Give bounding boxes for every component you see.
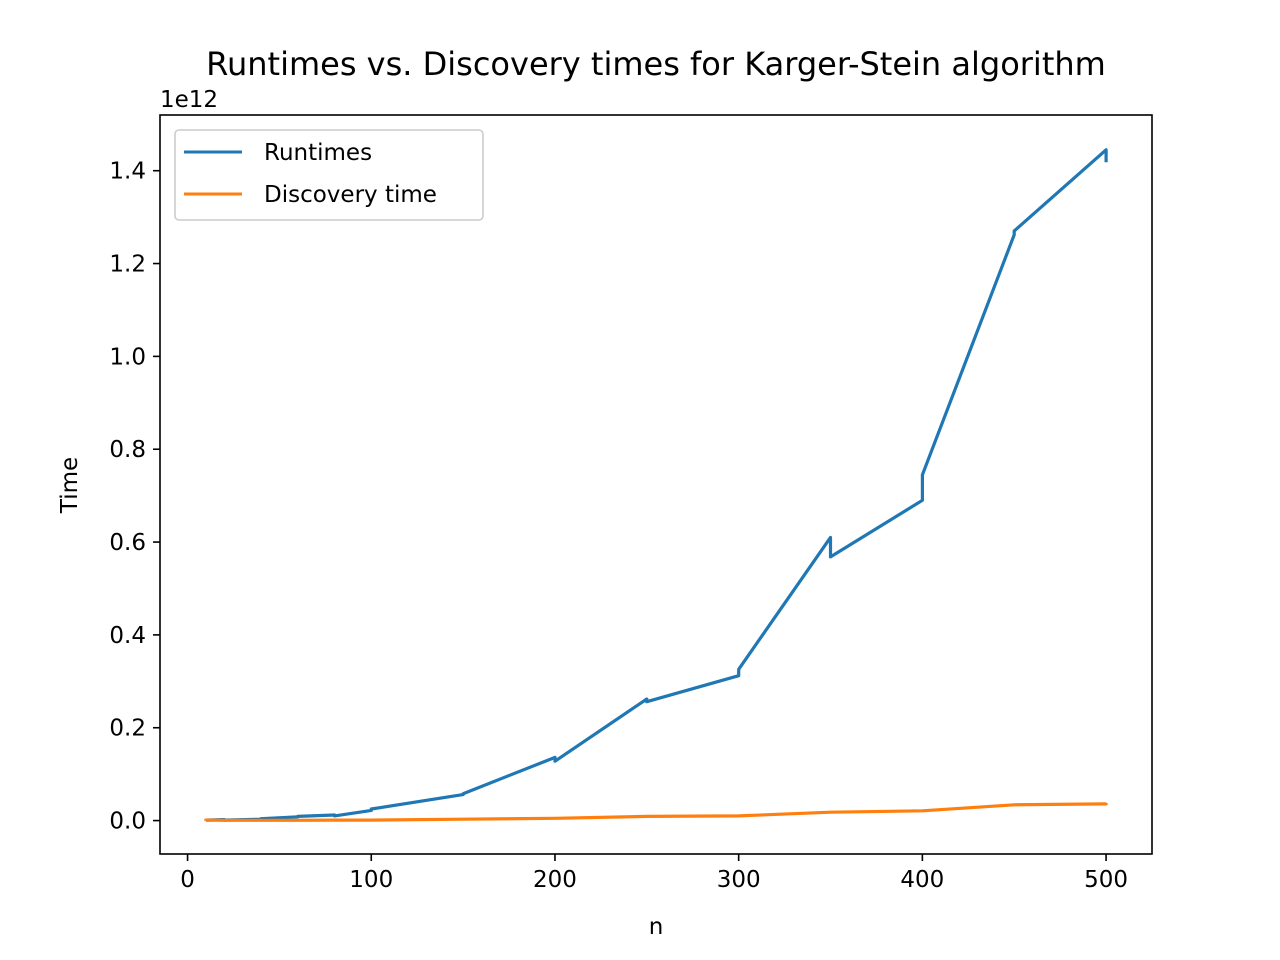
legend-box [174,129,484,221]
chart-title: Runtimes vs. Discovery times for Karger-… [206,45,1106,83]
y-offset-label: 1e12 [160,87,218,113]
legend-label-discovery-time: Discovery time [264,182,437,208]
y-tick-label: 0.0 [109,809,146,835]
y-tick-label: 1.0 [109,344,146,370]
x-tick-label: 200 [533,867,577,893]
y-tick-label: 1.4 [109,159,146,185]
y-tick-label: 0.6 [109,530,146,556]
x-axis-label: n [649,914,664,940]
legend-label-runtimes: Runtimes [264,140,372,166]
x-tick-label: 100 [349,867,393,893]
y-axis-ticks: 0.0 0.2 0.4 0.6 0.8 1.0 1.2 1.4 [109,159,160,835]
y-tick-label: 0.8 [109,437,146,463]
x-tick-label: 400 [900,867,944,893]
legend: Runtimes Discovery time [174,129,484,221]
y-tick-label: 0.4 [109,623,146,649]
series-layer [204,148,1108,822]
x-tick-label: 0 [180,867,195,893]
y-tick-label: 1.2 [109,252,146,278]
series-line-discovery-time [204,802,1108,822]
y-tick-label: 0.2 [109,716,146,742]
x-tick-label: 300 [717,867,761,893]
x-axis-ticks: 0 100 200 300 400 500 [180,854,1128,893]
x-tick-label: 500 [1084,867,1128,893]
plot-area [159,114,1153,855]
y-axis-label: Time [57,457,83,514]
